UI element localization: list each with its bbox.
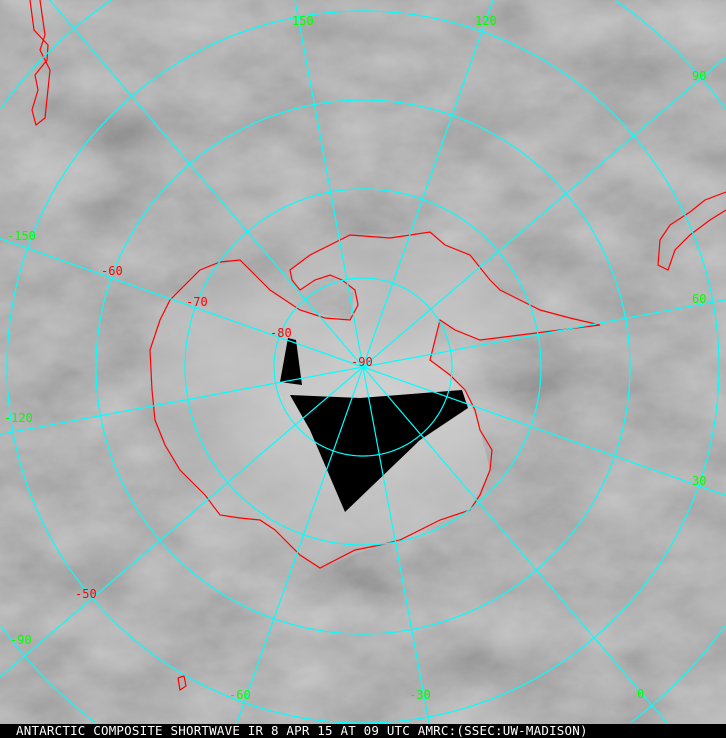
image-caption: ANTARCTIC COMPOSITE SHORTWAVE IR 8 APR 1… bbox=[0, 724, 726, 738]
lat-label-minus50: -50 bbox=[75, 587, 97, 601]
lon-label-120: 120 bbox=[475, 14, 497, 28]
coastline-island bbox=[177, 675, 187, 692]
lon-label-90: 90 bbox=[692, 69, 706, 83]
coastline-south-america bbox=[657, 191, 726, 271]
lon-label-minus30: -30 bbox=[409, 688, 431, 702]
meridian-line bbox=[49, 0, 364, 368]
latitude-circle bbox=[614, 0, 726, 109]
lon-label-minus120: -120 bbox=[4, 411, 33, 425]
meridian-line bbox=[294, 0, 364, 368]
latitude-circle bbox=[95, 99, 631, 635]
meridian-line bbox=[362, 299, 726, 368]
latitude-circle bbox=[273, 277, 453, 457]
lat-label-minus70: -70 bbox=[186, 295, 208, 309]
meridian-line bbox=[362, 366, 430, 724]
latitude-circle bbox=[630, 625, 726, 723]
meridian-line bbox=[0, 237, 364, 368]
latitude-circle bbox=[6, 10, 720, 724]
lon-label-150: 150 bbox=[292, 14, 314, 28]
meridian-line bbox=[236, 366, 364, 724]
lon-label-minus60: -60 bbox=[229, 688, 251, 702]
lon-label-30: 30 bbox=[692, 474, 706, 488]
data-gap-sliver bbox=[280, 338, 302, 385]
meridian-line bbox=[362, 0, 494, 368]
meridian-line bbox=[362, 366, 726, 497]
lat-label-minus80: -80 bbox=[270, 326, 292, 340]
coastline-new-zealand bbox=[29, 0, 51, 127]
graticule-labels: 150 120 90 60 30 0 -30 -60 -90 -120 -150… bbox=[4, 14, 706, 702]
lon-label-minus90: -90 bbox=[10, 633, 32, 647]
meridian-line bbox=[0, 366, 364, 678]
latitude-circle bbox=[0, 625, 96, 723]
meridian-line bbox=[362, 56, 726, 368]
latitude-circle bbox=[0, 0, 112, 109]
lon-label-60: 60 bbox=[692, 292, 706, 306]
lat-label-minus60: -60 bbox=[101, 264, 123, 278]
lon-label-minus150: -150 bbox=[7, 229, 36, 243]
lat-label-minus90: -90 bbox=[351, 355, 373, 369]
meridian-line bbox=[362, 366, 669, 724]
meridian-line bbox=[0, 366, 364, 435]
coastline-antarctica bbox=[149, 231, 601, 569]
coastline bbox=[29, 0, 726, 692]
lon-label-0: 0 bbox=[637, 687, 644, 701]
latitude-circle bbox=[184, 188, 542, 546]
